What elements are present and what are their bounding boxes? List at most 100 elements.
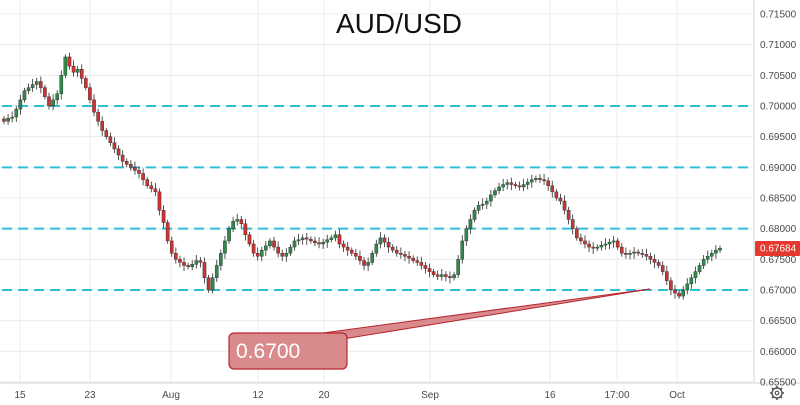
candle-body <box>341 243 346 248</box>
candle-body <box>354 252 358 257</box>
candle-body <box>22 90 27 101</box>
candle-body <box>71 65 76 73</box>
candle-body <box>325 239 330 243</box>
last-price-label: 0.67684 <box>760 244 797 255</box>
candle-body <box>2 118 6 122</box>
candle-body <box>660 265 665 272</box>
candle-body <box>268 240 272 247</box>
candle-body <box>476 205 481 211</box>
candle-body <box>284 252 289 257</box>
y-tick-label: 0.66500 <box>760 316 797 327</box>
candle-body <box>636 251 640 254</box>
candle-body <box>182 262 186 266</box>
candle-body <box>210 277 215 291</box>
candle-body <box>345 246 350 251</box>
candle-body <box>423 265 428 269</box>
candle-body <box>227 228 231 242</box>
candle-body <box>34 81 39 85</box>
candle-body <box>165 222 170 242</box>
candle-body <box>558 197 563 202</box>
candle-body <box>509 182 514 185</box>
candle-body <box>546 180 550 186</box>
time-axis: 15 23 Aug 12 20 Sep 16 17:00 Oct <box>14 390 685 401</box>
candle-body <box>304 237 309 240</box>
y-tick-label: 0.65500 <box>760 378 797 389</box>
candle-body <box>333 234 338 239</box>
candle-body <box>186 265 190 267</box>
candle-body <box>640 252 645 255</box>
candle-body <box>251 243 256 254</box>
candle-body <box>235 219 240 222</box>
candle-body <box>137 170 141 174</box>
candle-body <box>84 78 88 88</box>
y-tick-label: 0.67000 <box>760 286 797 297</box>
candle-body <box>460 240 465 260</box>
candle-body <box>452 274 456 278</box>
candle-body <box>51 99 55 107</box>
candle-body <box>30 84 35 88</box>
candle-body <box>411 257 415 261</box>
candle-body <box>497 186 501 191</box>
candle-body <box>382 237 387 243</box>
candle-body <box>329 237 334 240</box>
candle-body <box>656 262 661 266</box>
candle-body <box>14 108 19 118</box>
candle-body <box>362 260 366 266</box>
y-tick-label: 0.68500 <box>760 194 797 205</box>
price-axis: 0.71500 0.71000 0.70500 0.70000 0.69500 0.690… <box>760 10 797 389</box>
x-tick-label: 12 <box>252 390 264 401</box>
candle-body <box>419 262 424 266</box>
y-tick-label: 0.69000 <box>760 163 797 174</box>
candle-body <box>501 184 505 188</box>
candle-body <box>255 252 260 257</box>
candle-body <box>390 246 395 251</box>
candle-body <box>300 237 305 240</box>
candle-body <box>358 256 362 261</box>
candle-body <box>575 228 579 239</box>
candle-body <box>317 242 321 245</box>
candle-body <box>505 182 510 185</box>
candle-body <box>259 249 264 257</box>
candle-body <box>370 252 375 263</box>
candle-body <box>219 252 223 266</box>
candle-body <box>693 271 698 278</box>
candle-body <box>689 277 694 285</box>
candles <box>2 52 722 300</box>
gear-icon[interactable] <box>770 386 784 400</box>
last-price-tag-bg <box>755 241 800 257</box>
candle-body <box>591 246 595 249</box>
candle-body <box>620 246 624 254</box>
candle-body <box>718 248 722 251</box>
candle-body <box>705 256 710 260</box>
x-tick-label: 23 <box>84 390 96 401</box>
horizontal-levels <box>2 105 752 291</box>
candle-body <box>595 246 600 249</box>
candle-body <box>407 256 411 259</box>
y-tick-label: 0.71500 <box>760 10 797 21</box>
candle-body <box>517 185 522 188</box>
chart-title: AUD/USD <box>336 8 462 39</box>
candle-body <box>587 243 591 248</box>
candle-body <box>673 289 677 294</box>
candle-body <box>133 167 137 171</box>
x-tick-label: Aug <box>162 390 180 401</box>
candle-body <box>67 56 72 67</box>
candle-body <box>296 239 301 242</box>
candle-body <box>337 234 342 245</box>
callout-box <box>228 332 348 370</box>
candle-body <box>292 240 297 248</box>
candle-body <box>174 252 178 260</box>
candle-body <box>141 173 145 180</box>
candle-body <box>153 188 158 193</box>
candle-body <box>386 241 391 248</box>
callout-label: 0.6700 <box>236 340 300 363</box>
candle-body <box>513 184 518 186</box>
candle-body <box>615 240 620 248</box>
candle-body <box>231 221 235 229</box>
candle-body <box>529 179 534 183</box>
candle-body <box>669 280 673 291</box>
level-callout: 0.6700 <box>228 288 651 370</box>
candle-body <box>247 234 252 245</box>
candle-body <box>75 68 80 73</box>
candle-body <box>112 142 117 150</box>
